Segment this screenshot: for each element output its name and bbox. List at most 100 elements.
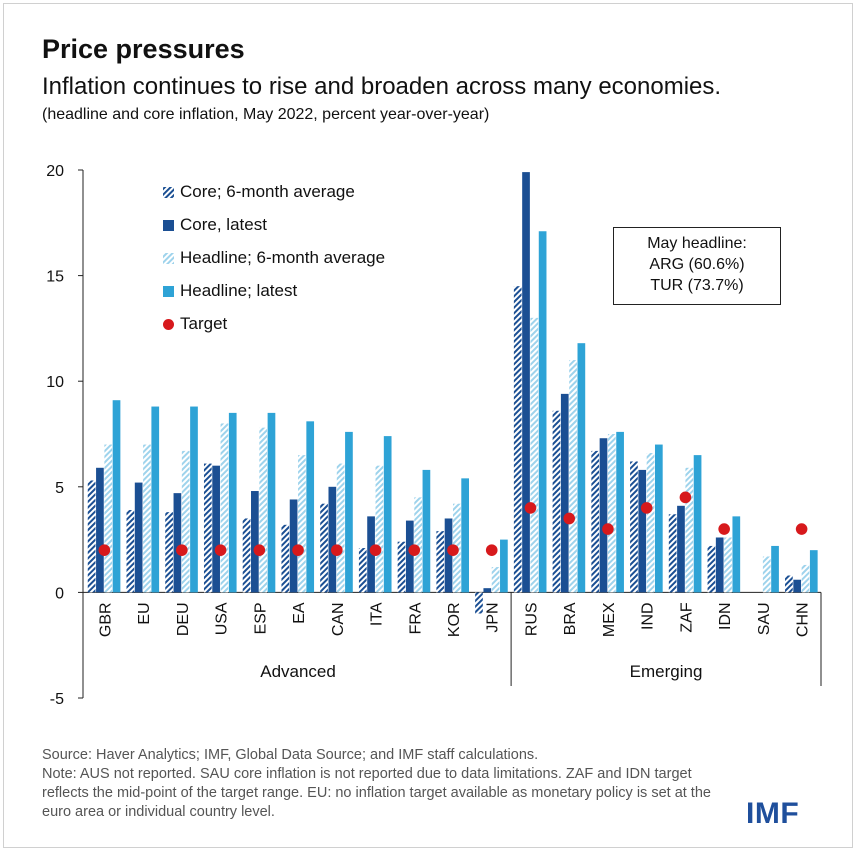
target-dot-zaf — [679, 491, 692, 504]
bar-core-avg-esp — [242, 518, 251, 593]
bar-headline-avg-bra — [569, 360, 577, 593]
bar-headline-avg-ita — [375, 465, 384, 593]
bar-core-avg-idn — [707, 545, 716, 593]
x-tick-label-deu: DEU — [175, 602, 192, 636]
bar-headline-avg-gbr — [104, 444, 113, 593]
bar-core-latest-fra — [405, 520, 414, 593]
bar-core-avg-eu — [126, 510, 135, 593]
y-tick-label: 10 — [46, 374, 64, 391]
chart-title: Price pressures — [42, 34, 245, 64]
x-tick-label-can: CAN — [330, 602, 347, 636]
x-tick-label-mex: MEX — [601, 602, 618, 637]
bar-headline-latest-fra — [422, 469, 431, 593]
target-dot-kor — [447, 544, 459, 556]
bar-core-avg-ind — [630, 461, 638, 593]
bar-headline-latest-gbr — [112, 400, 121, 593]
bar-headline-latest-can — [345, 431, 353, 593]
bar-headline-avg-chn — [801, 564, 810, 593]
x-tick-label-zaf: ZAF — [678, 602, 695, 632]
bar-headline-latest-mex — [616, 431, 624, 593]
bar-core-latest-can — [328, 486, 337, 593]
bar-core-avg-rus — [513, 286, 522, 593]
bar-headline-latest-eu — [151, 406, 160, 593]
bar-core-latest-eu — [134, 482, 143, 593]
chart-footer: Source: Haver Analytics; IMF, Global Dat… — [42, 746, 742, 822]
bar-headline-latest-bra — [577, 343, 586, 593]
bar-headline-latest-jpn — [500, 539, 508, 593]
bar-core-latest-bra — [560, 393, 569, 593]
chart-frame — [3, 3, 853, 848]
target-dot-ita — [369, 544, 382, 556]
bar-headline-latest-ind — [654, 444, 663, 593]
bar-core-latest-rus — [522, 172, 530, 593]
legend-swatch-core-avg — [163, 187, 174, 198]
bar-core-latest-gbr — [96, 467, 104, 593]
target-dot-bra — [563, 512, 576, 525]
legend-label-headline-avg: Headline; 6-month average — [180, 248, 385, 267]
bar-headline-avg-idn — [724, 537, 732, 593]
bar-headline-avg-zaf — [685, 467, 694, 593]
bar-headline-avg-fra — [414, 497, 422, 593]
bar-headline-avg-usa — [220, 423, 229, 593]
bar-headline-latest-ea — [306, 421, 315, 593]
bar-headline-avg-can — [336, 463, 345, 593]
x-tick-label-bra: BRA — [562, 602, 579, 635]
bar-headline-avg-rus — [530, 317, 539, 593]
bar-headline-avg-esp — [259, 427, 268, 593]
y-tick-label: 15 — [46, 269, 64, 286]
target-dot-chn — [795, 523, 808, 535]
bar-headline-avg-ind — [646, 453, 655, 593]
x-tick-label-eu: EU — [136, 602, 153, 624]
bar-headline-avg-eu — [143, 444, 151, 593]
bar-core-avg-jpn — [475, 592, 483, 614]
legend-swatch-target — [163, 319, 174, 330]
target-dot-idn — [718, 523, 730, 535]
bar-headline-latest-idn — [732, 516, 741, 593]
bar-headline-latest-rus — [538, 231, 547, 593]
bar-core-avg-ea — [281, 524, 290, 593]
target-dot-can — [330, 544, 343, 556]
group-label-emerging: Emerging — [630, 662, 703, 681]
bar-core-latest-ind — [638, 469, 647, 593]
bar-headline-avg-jpn — [491, 567, 500, 593]
x-tick-label-ita: ITA — [369, 602, 386, 626]
target-dot-ea — [292, 544, 304, 556]
legend-swatch-core-latest — [163, 220, 174, 231]
annotation-line-2: ARG (60.6%) — [649, 256, 745, 273]
target-dot-gbr — [98, 544, 111, 556]
source-note: Source: Haver Analytics; IMF, Global Dat… — [42, 747, 539, 763]
bar-core-latest-ea — [289, 499, 298, 593]
x-tick-label-rus: RUS — [523, 602, 540, 636]
y-tick-label: -5 — [50, 691, 64, 708]
target-dot-esp — [253, 544, 266, 556]
bar-core-latest-idn — [715, 537, 724, 593]
target-dot-ind — [640, 502, 653, 514]
bar-headline-avg-sau — [762, 556, 771, 593]
bar-core-latest-kor — [444, 518, 453, 593]
data-note: Note: AUS not reported. SAU core inflati… — [42, 766, 711, 820]
bar-core-latest-mex — [599, 438, 608, 593]
bar-core-avg-deu — [165, 512, 173, 593]
bar-core-avg-mex — [591, 450, 600, 593]
imf-logo: IMF — [746, 797, 800, 830]
bar-headline-latest-usa — [228, 412, 237, 593]
bar-core-avg-chn — [785, 575, 793, 593]
bar-headline-latest-deu — [190, 406, 198, 593]
y-tick-label: 5 — [55, 480, 64, 497]
bar-core-avg-kor — [436, 531, 445, 593]
bar-headline-avg-ea — [298, 455, 306, 593]
group-label-advanced: Advanced — [260, 662, 336, 681]
target-dot-jpn — [485, 544, 498, 556]
y-tick-label: 20 — [46, 163, 64, 180]
bar-core-latest-ita — [367, 516, 375, 593]
target-dot-rus — [524, 502, 537, 514]
legend-swatch-headline-latest — [163, 286, 174, 297]
bar-core-avg-zaf — [668, 514, 677, 593]
annotation-line-1: May headline: — [647, 235, 747, 252]
bar-headline-avg-mex — [607, 434, 616, 593]
bar-headline-latest-esp — [267, 412, 276, 593]
bar-core-avg-usa — [203, 463, 212, 593]
chart-subtitle: Inflation continues to rise and broaden … — [42, 73, 722, 100]
x-tick-label-esp: ESP — [252, 602, 269, 634]
bar-headline-latest-zaf — [693, 455, 702, 593]
